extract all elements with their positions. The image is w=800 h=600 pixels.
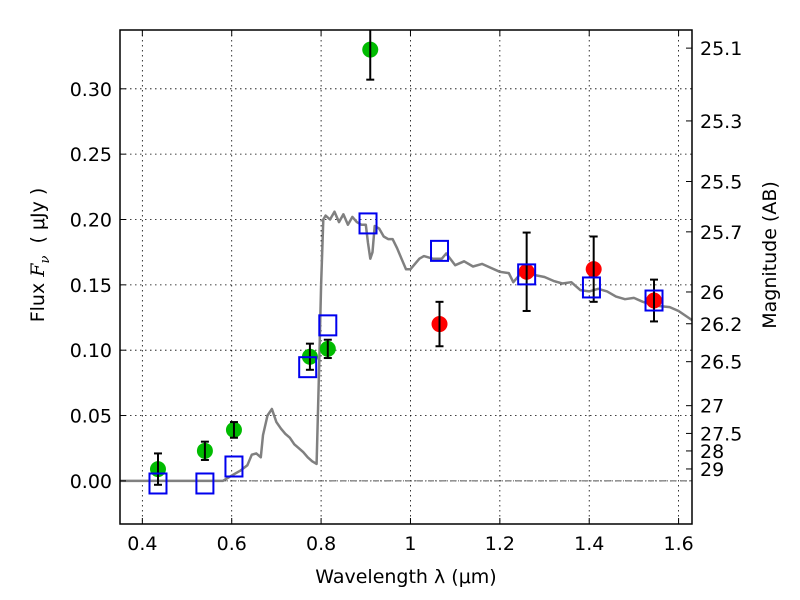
x-tick-label: 1	[404, 533, 416, 555]
plot-frame	[119, 29, 693, 525]
y2-tick-label: 25.1	[700, 38, 742, 60]
y-axis-ticks: 0.00 0.05 0.10 0.15 0.20 0.25 0.30	[70, 79, 126, 493]
y-tick-label: 0.00	[70, 471, 112, 493]
model-bandpass-square	[358, 212, 378, 235]
y2-tick-label: 28	[700, 441, 724, 463]
model-spectrum-line	[120, 210, 693, 483]
model-bandpass-square	[517, 263, 537, 286]
model-bandpass-square	[644, 289, 664, 312]
model-bandpass-square	[318, 314, 338, 337]
y2-tick-label: 27.5	[700, 423, 742, 445]
y-tick-label: 0.10	[70, 340, 112, 362]
y-tick-label: 0.20	[70, 209, 112, 231]
x-tick-label: 1.6	[663, 533, 693, 555]
x-tick-label: 1.2	[485, 533, 515, 555]
y2-tick-label: 27	[700, 396, 724, 418]
x-tick-label: 1.4	[574, 533, 604, 555]
y-axis-label-subscript: ν	[38, 256, 53, 264]
model-bandpass-square	[430, 239, 450, 262]
y2-axis-label: Magnitude (AB)	[759, 181, 781, 329]
y-tick-label: 0.15	[70, 275, 112, 297]
y2-tick-label: 26.2	[700, 314, 742, 336]
y-axis-label-suffix: ( μJy )	[27, 188, 49, 256]
y-tick-label: 0.05	[70, 406, 112, 428]
model-spectrum-layer	[120, 210, 693, 483]
y-tick-label: 0.30	[70, 79, 112, 101]
x-tick-label: 0.8	[306, 533, 336, 555]
y-axis-label: Flux Fν ( μJy )	[27, 188, 53, 323]
model-bandpass-square	[195, 472, 215, 495]
y-tick-label: 0.25	[70, 144, 112, 166]
y2-tick-label: 26	[700, 282, 724, 304]
grid	[120, 30, 692, 524]
x-tick-label: 0.6	[217, 533, 247, 555]
model-bandpass-square	[298, 356, 318, 379]
y-axis-label-prefix: Flux	[27, 277, 49, 323]
model-bandpass-square	[148, 472, 168, 495]
y2-tick-label: 25.7	[700, 222, 742, 244]
x-axis-ticks: 0.4 0.6 0.8 1 1.2 1.4 1.6	[127, 30, 694, 555]
x-axis-label: Wavelength λ (μm)	[315, 566, 496, 588]
data-marks	[148, 30, 664, 495]
y2-tick-label: 29	[700, 459, 724, 481]
y2-tick-label: 25.3	[700, 111, 742, 133]
y-axis-label-symbol: F	[27, 263, 49, 278]
y2-tick-label: 25.5	[700, 171, 742, 193]
model-bandpass-square	[581, 276, 601, 299]
x-tick-label: 0.4	[127, 533, 157, 555]
model-bandpass-square	[224, 455, 244, 478]
y2-tick-label: 26.5	[700, 352, 742, 374]
